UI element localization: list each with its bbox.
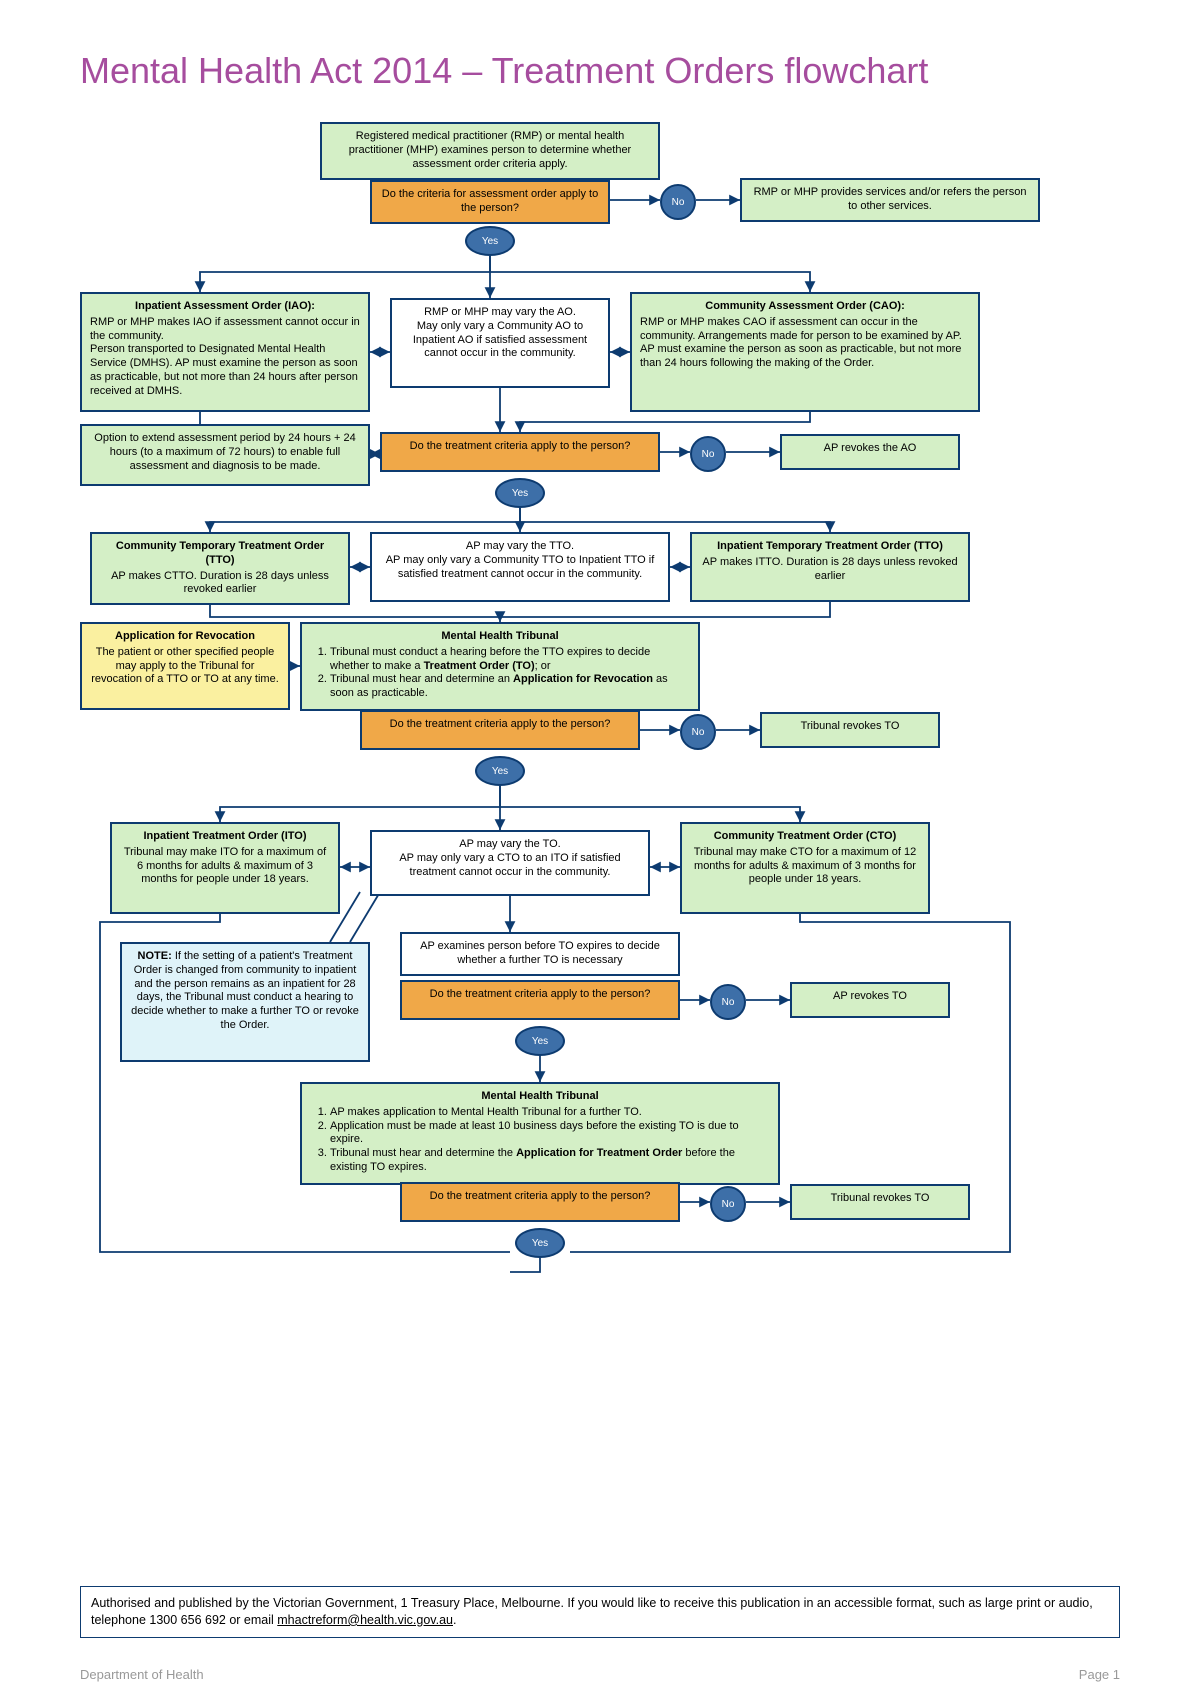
decision-no1: No xyxy=(660,184,696,220)
node-mht1: Mental Health TribunalTribunal must cond… xyxy=(300,622,700,711)
node-q5: Do the treatment criteria apply to the p… xyxy=(400,1182,680,1222)
node-varyTTO: AP may vary the TTO.AP may only vary a C… xyxy=(370,532,670,602)
node-tribRevoke1: Tribunal revokes TO xyxy=(760,712,940,748)
node-revokeAO: AP revokes the AO xyxy=(780,434,960,470)
node-mht2: Mental Health TribunalAP makes applicati… xyxy=(300,1082,780,1185)
decision-no5: No xyxy=(710,1186,746,1222)
node-q3: Do the treatment criteria apply to the p… xyxy=(360,710,640,750)
node-q2: Do the treatment criteria apply to the p… xyxy=(380,432,660,472)
decision-yes2: Yes xyxy=(495,478,545,508)
node-cao: Community Assessment Order (CAO):RMP or … xyxy=(630,292,980,412)
footer-text-before: Authorised and published by the Victoria… xyxy=(91,1596,1093,1627)
footer-text-after: . xyxy=(453,1613,456,1627)
node-apExamine: AP examines person before TO expires to … xyxy=(400,932,680,976)
node-tribRevoke2: Tribunal revokes TO xyxy=(790,1184,970,1220)
dept-label: Department of Health xyxy=(80,1667,204,1682)
node-itto: Inpatient Temporary Treatment Order (TTO… xyxy=(690,532,970,602)
decision-yes4: Yes xyxy=(515,1026,565,1056)
node-varyTO: AP may vary the TO.AP may only vary a CT… xyxy=(370,830,650,896)
node-extend: Option to extend assessment period by 24… xyxy=(80,424,370,486)
node-ito: Inpatient Treatment Order (ITO)Tribunal … xyxy=(110,822,340,914)
node-varyAO: RMP or MHP may vary the AO.May only vary… xyxy=(390,298,610,388)
node-cto: Community Treatment Order (CTO)Tribunal … xyxy=(680,822,930,914)
decision-yes5: Yes xyxy=(515,1228,565,1258)
decision-no4: No xyxy=(710,984,746,1020)
flowchart-canvas: Registered medical practitioner (RMP) or… xyxy=(80,122,1120,1572)
node-start: Registered medical practitioner (RMP) or… xyxy=(320,122,660,180)
node-note: NOTE: If the setting of a patient's Trea… xyxy=(120,942,370,1062)
page-title: Mental Health Act 2014 – Treatment Order… xyxy=(80,50,1120,92)
node-q1: Do the criteria for assessment order app… xyxy=(370,180,610,224)
footer-email-link[interactable]: mhactreform@health.vic.gov.au xyxy=(277,1613,453,1627)
node-q4: Do the treatment criteria apply to the p… xyxy=(400,980,680,1020)
footer-attribution: Authorised and published by the Victoria… xyxy=(80,1586,1120,1638)
node-ctto: Community Temporary Treatment Order (TTO… xyxy=(90,532,350,605)
node-appRevoke: Application for RevocationThe patient or… xyxy=(80,622,290,710)
page-number: Page 1 xyxy=(1079,1667,1120,1682)
decision-yes3: Yes xyxy=(475,756,525,786)
decision-no2: No xyxy=(690,436,726,472)
node-iao: Inpatient Assessment Order (IAO):RMP or … xyxy=(80,292,370,412)
node-apRevokeTO: AP revokes TO xyxy=(790,982,950,1018)
decision-yes1: Yes xyxy=(465,226,515,256)
node-refer: RMP or MHP provides services and/or refe… xyxy=(740,178,1040,222)
decision-no3: No xyxy=(680,714,716,750)
